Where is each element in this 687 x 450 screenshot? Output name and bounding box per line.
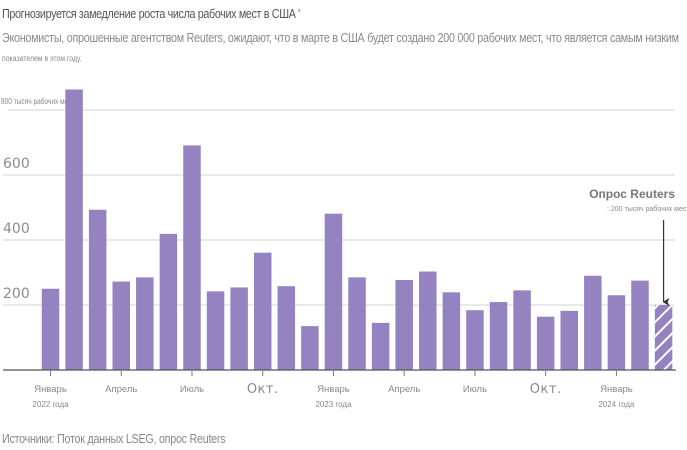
bar-2024-02	[631, 280, 649, 371]
x-axis: Январь 2022 года Апрель Июль Окт. Январь 2023 …	[3, 369, 676, 409]
x-tick-label: Окт.	[530, 382, 562, 397]
bar-2024-01	[607, 295, 626, 370]
bar-2023-07	[466, 310, 484, 370]
bar-2022-07	[183, 145, 201, 370]
annotation: Опрос Reuters : 200 тысяч рабочих мест	[589, 187, 687, 306]
bar-2023-11	[560, 310, 579, 370]
bar-2023-02	[348, 277, 366, 371]
x-tick-label: Апрель	[105, 384, 137, 395]
x-tick-year: 2022 года	[32, 400, 69, 409]
x-tick-label: Январь	[317, 384, 350, 395]
source-note: Источники: Поток данных LSEG, опрос Reut…	[2, 432, 226, 446]
bar-2023-06	[442, 292, 461, 370]
bar-forecast-2024-03	[654, 305, 673, 370]
bar-2023-01	[324, 213, 343, 370]
chart-subtitle-continued: показателем в этом году.	[2, 54, 82, 63]
x-tick-year: 2023 года	[315, 400, 352, 409]
bar-2022-10	[253, 252, 272, 370]
bar-2022-06	[159, 233, 178, 370]
y-tick-label-400: 400	[3, 221, 30, 237]
bar-2022-04	[112, 281, 130, 370]
bar-2022-09	[230, 287, 248, 370]
bar-2022-12	[301, 326, 319, 371]
y-tick-label-200: 200	[3, 286, 30, 302]
annotation-subtitle: : 200 тысяч рабочих мест	[607, 205, 687, 213]
bar-2022-08	[206, 291, 225, 370]
bar-2022-01	[41, 288, 60, 370]
chart-subtitle: Экономисты, опрошенные агентством Reuter…	[2, 31, 679, 45]
bar-2023-12	[584, 275, 602, 370]
bars	[41, 89, 673, 371]
bar-2022-03	[88, 209, 107, 370]
bar-2023-08	[489, 302, 508, 370]
x-tick-label: Июль	[463, 384, 487, 395]
x-tick-label: Окт.	[247, 382, 279, 397]
bar-2023-10	[536, 316, 555, 370]
bar-2023-03	[371, 322, 390, 371]
x-tick-label: Апрель	[388, 384, 420, 395]
bar-2022-02	[65, 89, 83, 371]
annotation-title: Опрос Reuters	[589, 187, 675, 201]
bar-2023-05	[419, 271, 437, 370]
x-tick-label: Январь	[600, 384, 633, 395]
chart-title: Прогнозируется замедление роста числа ра…	[2, 7, 300, 21]
x-tick-label: Июль	[180, 384, 204, 395]
x-tick-label: Январь	[34, 384, 67, 395]
y-tick-label-600: 600	[3, 156, 30, 172]
bar-2022-05	[136, 277, 154, 371]
x-tick-year: 2024 года	[598, 400, 635, 409]
bar-2022-11	[277, 286, 296, 370]
y-unit-label: 800 тысяч рабочих мест	[1, 96, 75, 106]
bar-2023-09	[513, 290, 531, 371]
bar-2023-04	[395, 279, 413, 370]
